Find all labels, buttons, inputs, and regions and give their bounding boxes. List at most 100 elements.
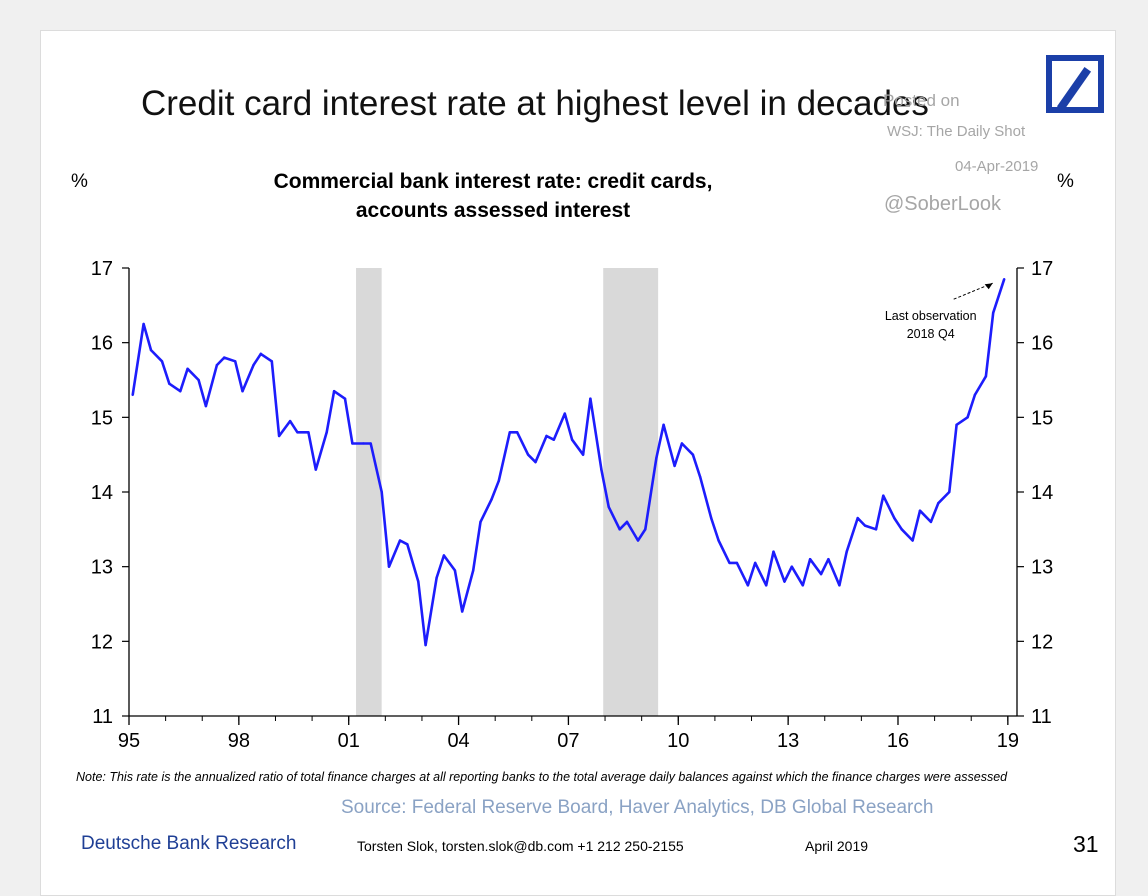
data-point [472,569,475,572]
data-point [490,498,493,501]
data-point [838,584,841,587]
data-point [691,453,695,456]
chart-source: Source: Federal Reserve Board, Haver Ana… [341,797,934,818]
x-tick-label: 01 [338,730,360,752]
data-point [911,539,914,542]
data-point [710,516,713,520]
data-point [552,438,555,441]
watermark-date: 04-Apr-2019 [955,158,1039,175]
data-point [179,390,182,393]
data-point [223,356,226,359]
data-point [625,520,629,524]
data-point [197,378,200,382]
y-tick-label-left: 13 [91,557,113,579]
chart-title: Commercial bank interest rate: credit ca… [273,170,713,222]
data-point [288,419,292,423]
footer-brand: Deutsche Bank Research [81,833,297,854]
y-tick-label-right: 14 [1031,482,1053,504]
y-tick-label-left: 12 [91,631,113,653]
y-tick-label-right: 13 [1031,557,1053,579]
data-point [827,558,830,561]
page-title: Credit card interest rate at highest lev… [141,84,929,123]
y-tick-label-right: 17 [1031,258,1053,280]
data-point [325,431,328,434]
annotation-layer: Last observation 2018 Q4 [885,282,993,341]
page-number: 31 [1073,831,1099,857]
data-point [937,502,940,505]
data-point [362,442,365,445]
data-point [277,434,281,438]
data-point [955,423,958,426]
data-point [387,565,391,568]
data-point [819,572,823,576]
data-point [764,584,768,587]
data-point [563,412,566,415]
data-point [398,539,402,542]
data-point [332,390,336,393]
data-point [680,442,684,445]
data-point [453,569,457,572]
x-tick-label: 95 [118,730,140,752]
data-point [966,416,969,419]
data-point [442,554,446,557]
x-tick-label: 19 [997,730,1019,752]
data-point [424,643,427,647]
data-point [699,475,702,479]
data-point [636,539,640,542]
data-point [662,423,665,426]
data-point [918,509,922,512]
footer-date: April 2019 [805,838,869,854]
y-tick-label-right: 11 [1031,706,1052,728]
deutsche-bank-logo-icon [1046,55,1104,113]
data-point [808,558,812,561]
data-point [406,543,409,546]
axes-layer: 11 11 12 12 13 13 14 14 15 15 16 16 17 17 95 98 01 04 07 10… [91,258,1054,752]
data-point [863,524,867,527]
watermark-posted: Posted on [883,91,960,110]
data-point [717,539,720,542]
y-tick-label-left: 17 [91,258,113,280]
watermark-source: WSJ: The Daily Shot [887,123,1026,140]
data-point [252,363,255,367]
x-tick-label: 16 [887,730,909,752]
data-point [1002,278,1006,281]
y-tick-label-right: 12 [1031,631,1053,653]
data-point [351,442,354,445]
data-point [479,520,482,524]
y-tick-label-left: 11 [92,706,113,728]
data-point [131,393,134,397]
data-point [900,528,903,531]
data-point [160,360,164,363]
data-point [526,453,530,456]
y-tick-label-left: 15 [91,407,113,429]
data-point [570,438,574,441]
data-point [461,610,464,613]
data-point [241,390,244,393]
data-point [735,561,739,565]
slide: Credit card interest rate at highest lev… [40,30,1116,896]
data-point [545,434,548,438]
data-point [589,397,592,400]
x-tick-label: 10 [667,730,689,752]
recession-band-1 [356,268,382,716]
data-point [772,550,775,553]
data-point [380,490,383,494]
data-point [515,431,519,434]
data-point [259,352,263,356]
data-point [369,442,372,445]
data-point [307,431,310,434]
recession-band-2 [603,268,659,716]
data-point [753,561,757,565]
data-point [783,580,786,583]
left-axis-unit: % [71,171,88,192]
data-point [973,393,977,397]
data-point [673,464,676,468]
data-point [984,375,988,378]
x-tick-label: 98 [228,730,250,752]
data-point [948,490,951,494]
footer-author: Torsten Slok, torsten.slok@db.com +1 212… [357,838,684,854]
series-layer [131,278,1006,647]
data-point [534,460,537,464]
annotation-arrowhead [984,283,993,290]
data-point [343,397,347,400]
